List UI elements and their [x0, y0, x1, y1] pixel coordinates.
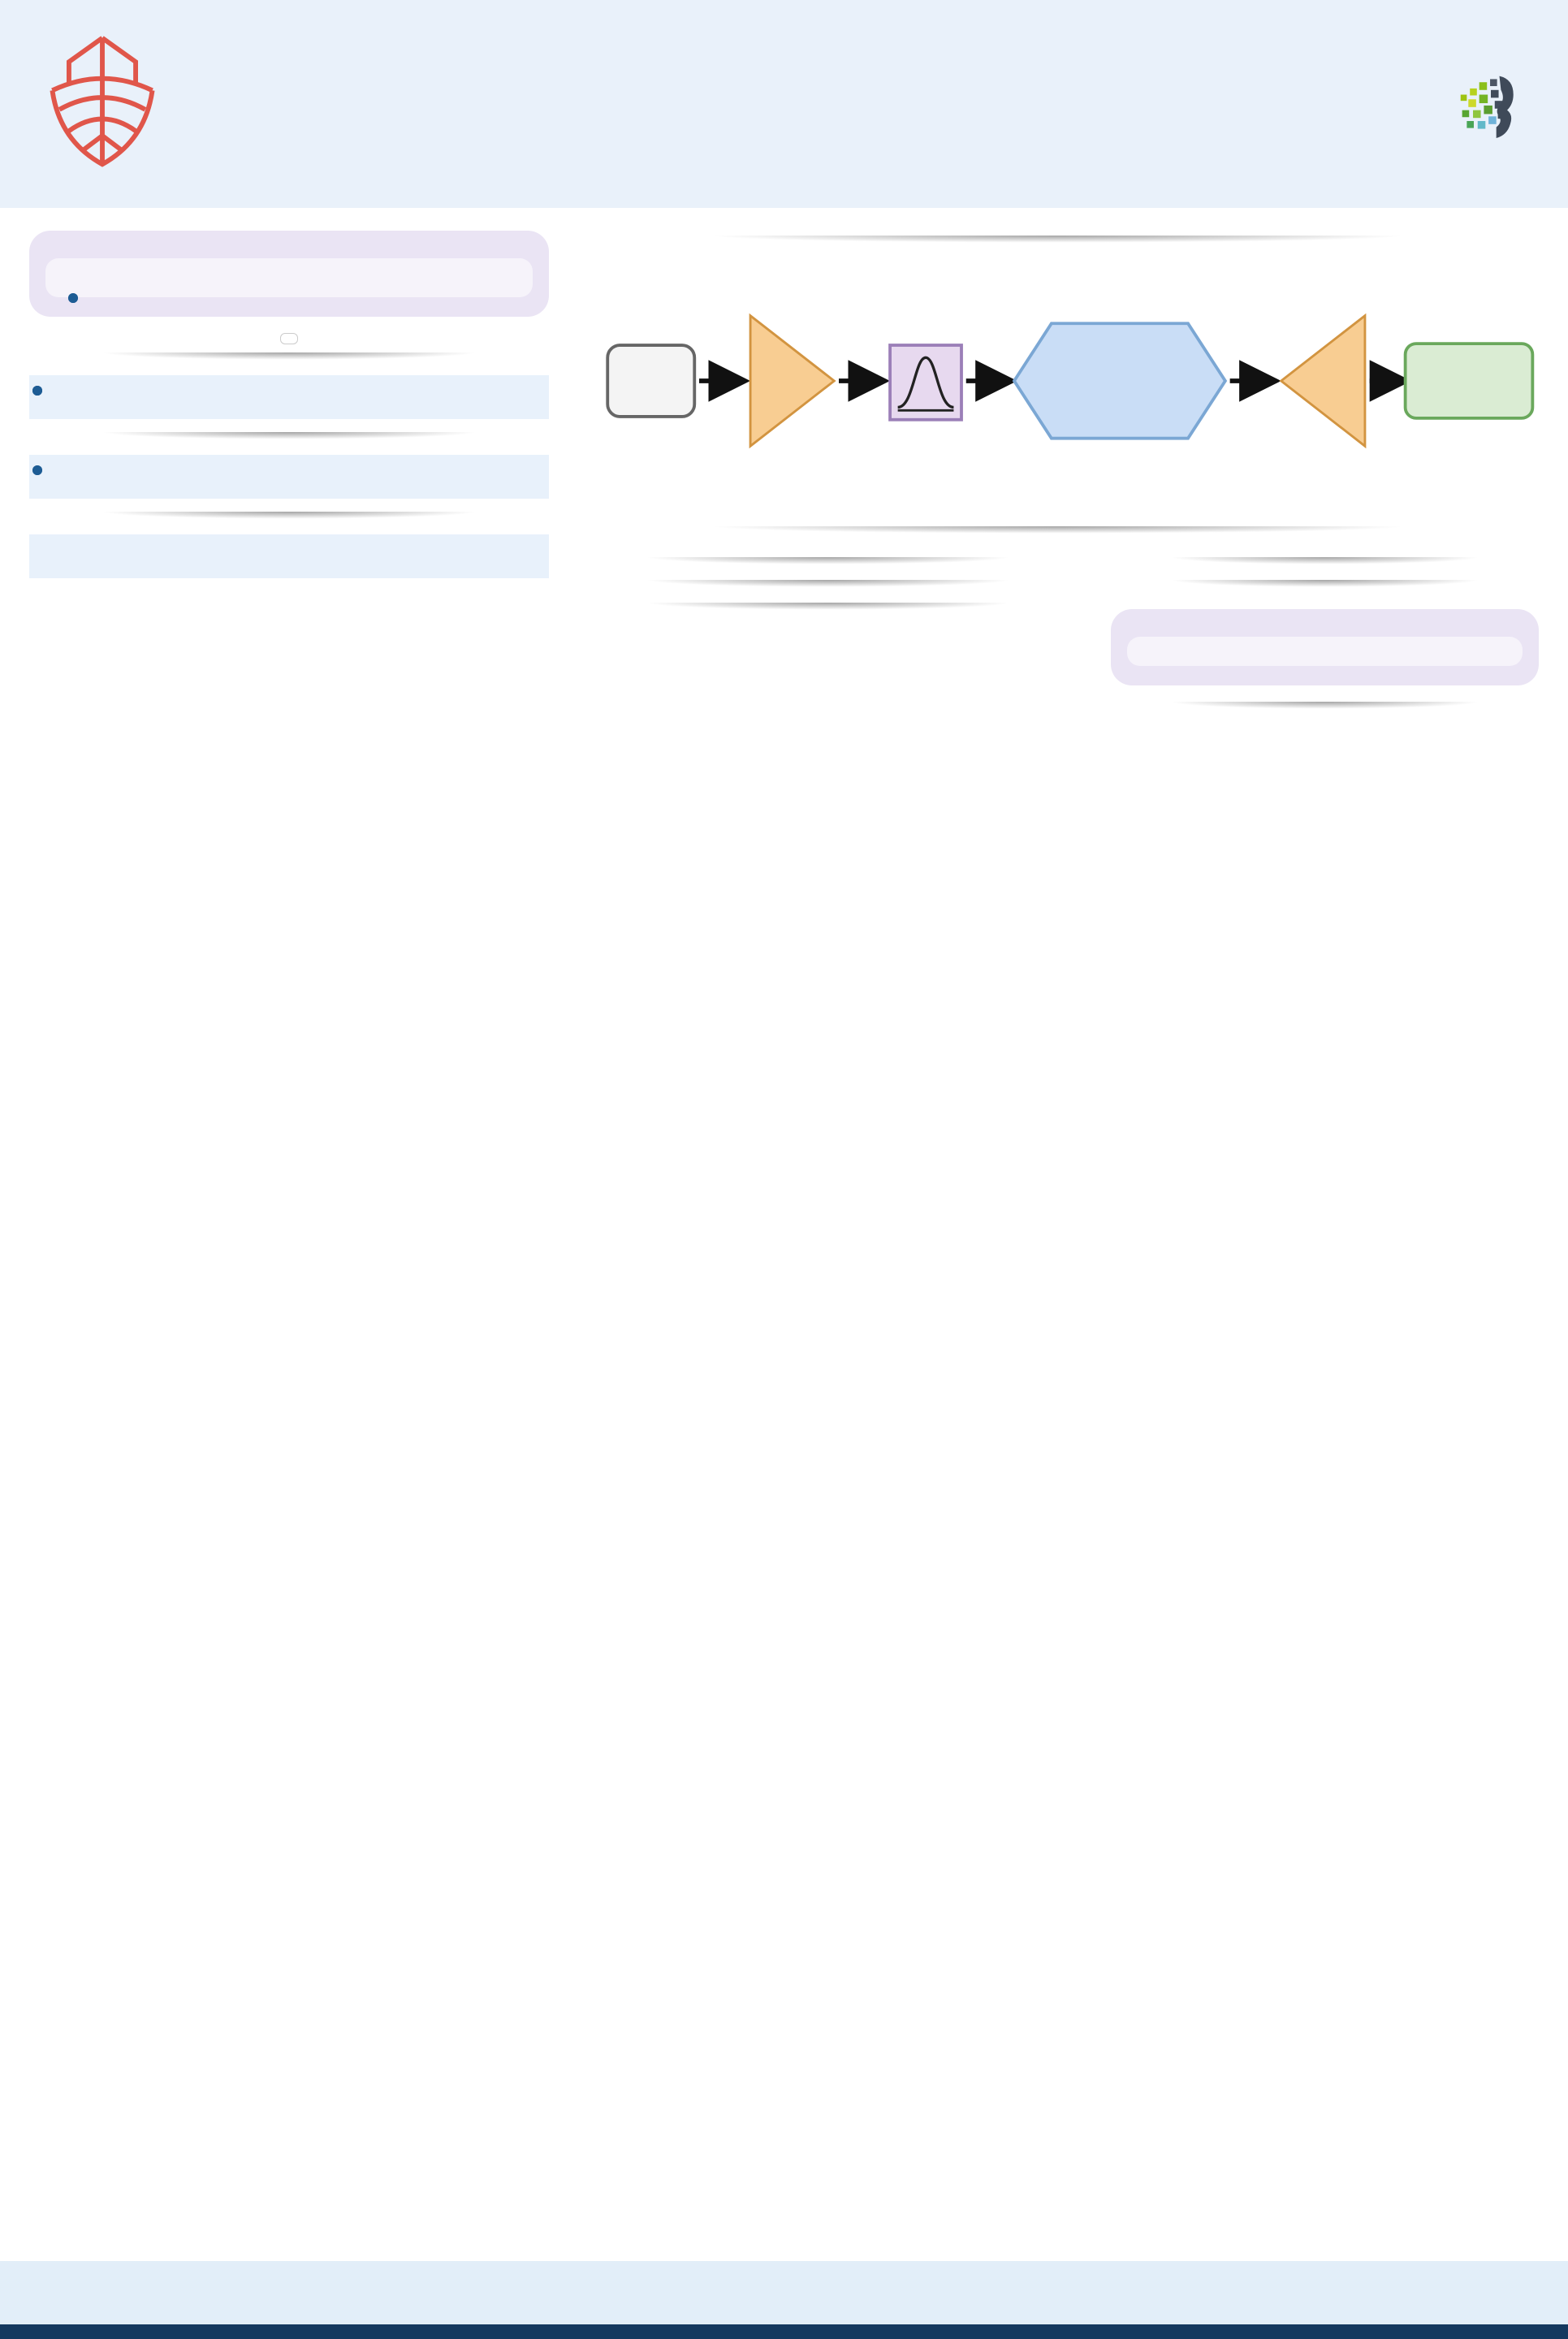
foundation-model-hexagon — [1012, 322, 1228, 440]
encoder-triangle — [749, 313, 836, 449]
divider — [39, 432, 539, 442]
adapter-definition-box — [29, 375, 549, 419]
header — [0, 0, 1568, 208]
vae-proposition-box — [29, 534, 549, 578]
divider — [1119, 702, 1531, 712]
bottom-bar — [0, 2324, 1568, 2339]
divider — [39, 512, 539, 521]
approach-diagram — [606, 313, 1535, 449]
iclr-face-icon — [1460, 76, 1514, 139]
footer — [0, 2261, 1568, 2324]
take-home-box — [1111, 609, 1539, 686]
decoder-triangle — [1279, 313, 1367, 449]
approach-section — [577, 227, 1539, 518]
forecast-legend — [280, 333, 298, 344]
divider — [595, 236, 1520, 245]
forecast-figure — [29, 333, 549, 344]
iclr-logo — [1456, 65, 1531, 143]
gaussian-curve-icon — [897, 356, 954, 409]
proposition-box — [29, 455, 549, 499]
motivation-box — [29, 231, 549, 317]
divider — [586, 580, 1070, 590]
right-region — [577, 227, 1539, 733]
divider — [586, 603, 1070, 613]
mse-section — [577, 518, 1539, 549]
left-column — [29, 227, 549, 733]
divider — [39, 352, 539, 362]
divider — [586, 557, 1070, 568]
take-home-text — [1127, 637, 1523, 667]
input-x-box — [606, 344, 697, 418]
noahs-ark-logo-icon — [37, 31, 175, 178]
rightmost-column — [1111, 549, 1539, 733]
middle-column — [577, 549, 1080, 733]
divider — [1119, 557, 1531, 568]
divider — [1119, 580, 1531, 590]
output-box — [1403, 342, 1535, 420]
divider — [595, 526, 1520, 537]
